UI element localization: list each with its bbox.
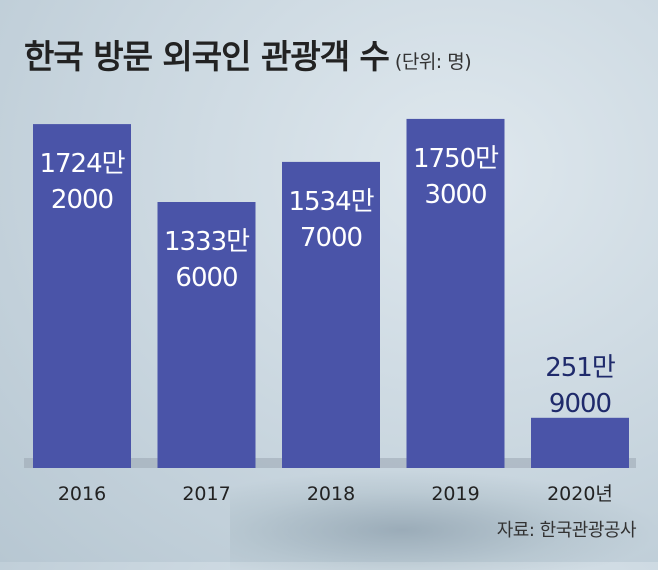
- unit-note: (단위: 명): [394, 51, 472, 73]
- bar-4-label-line-1: 9000: [549, 389, 611, 419]
- bar-1-label-line-0: 1333만: [164, 227, 249, 257]
- x-tick-3: 2019: [431, 483, 479, 505]
- bar-2-label-line-0: 1534만: [288, 187, 373, 217]
- chart-header: 한국 방문 외국인 관광객 수 (단위: 명): [24, 30, 472, 76]
- bar-3-label-line-0: 1750만: [413, 144, 498, 174]
- x-tick-4: 2020년: [547, 483, 613, 505]
- bar-1-label-line-1: 6000: [175, 263, 237, 293]
- bar-2: [282, 161, 380, 468]
- bar-4: [531, 417, 629, 468]
- bar-0: [33, 124, 131, 468]
- chart-title: 한국 방문 외국인 관광객 수: [24, 37, 390, 76]
- bar-3: [406, 118, 505, 469]
- bar-0-label-line-0: 1724만: [39, 149, 124, 179]
- bar-4-label-line-0: 251만: [545, 353, 615, 383]
- x-tick-0: 2016: [58, 483, 106, 505]
- background-decoration: [230, 470, 658, 570]
- x-tick-1: 2017: [182, 483, 230, 505]
- bar-0-label-line-1: 2000: [51, 185, 113, 215]
- bar-3-label-line-1: 3000: [424, 180, 486, 210]
- bar-2-label-line-1: 7000: [300, 223, 362, 253]
- source-note: 자료: 한국관광공사: [496, 520, 637, 541]
- x-tick-2: 2018: [307, 483, 355, 505]
- bar-1: [157, 202, 256, 468]
